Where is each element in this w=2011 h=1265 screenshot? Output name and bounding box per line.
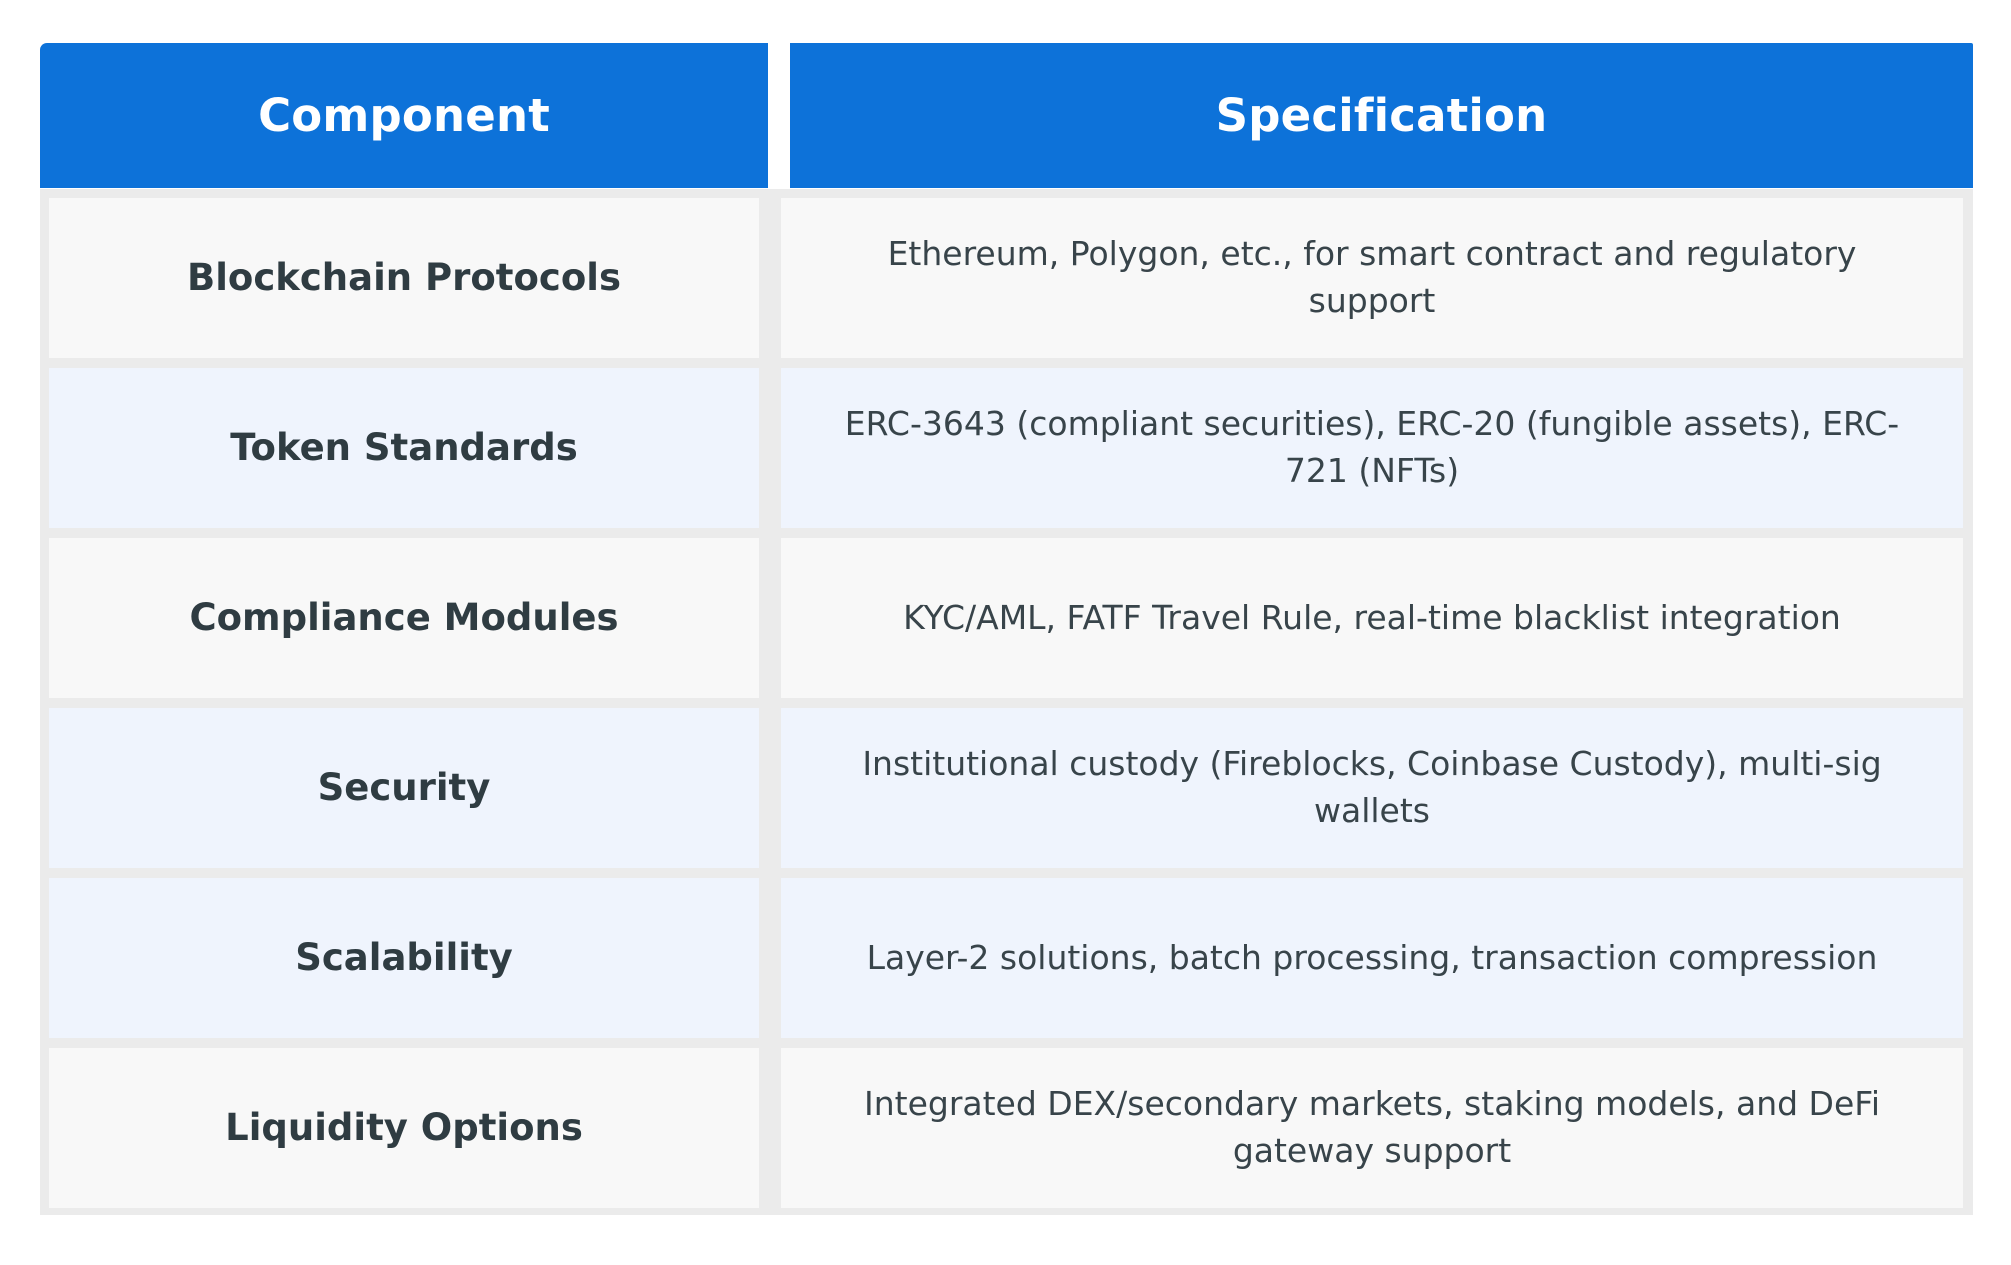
component-label: Blockchain Protocols (187, 255, 621, 299)
table-cell-component: Security (49, 708, 759, 868)
cell-divider (759, 708, 781, 868)
table-cell-specification: Ethereum, Polygon, etc., for smart contr… (781, 198, 1963, 358)
table-row: Scalability Layer-2 solutions, batch pro… (49, 878, 1964, 1038)
column-header-component-label: Component (258, 88, 550, 142)
table-cell-component: Blockchain Protocols (49, 198, 759, 358)
table-body: Blockchain Protocols Ethereum, Polygon, … (40, 189, 1973, 1215)
table-row: Blockchain Protocols Ethereum, Polygon, … (49, 198, 1964, 358)
column-header-specification: Specification (790, 43, 1973, 188)
component-label: Liquidity Options (225, 1105, 583, 1149)
specification-text: Layer-2 solutions, batch processing, tra… (866, 937, 1878, 977)
cell-divider (759, 538, 781, 698)
component-label: Scalability (295, 935, 513, 979)
table-cell-specification: Integrated DEX/secondary markets, stakin… (781, 1048, 1963, 1208)
table-cell-component: Compliance Modules (49, 538, 759, 698)
table-row: Compliance Modules KYC/AML, FATF Travel … (49, 538, 1964, 698)
cell-divider (759, 368, 781, 528)
table-cell-specification: Layer-2 solutions, batch processing, tra… (781, 878, 1963, 1038)
table-row: Liquidity Options Integrated DEX/seconda… (49, 1048, 1964, 1208)
specification-text: Ethereum, Polygon, etc., for smart contr… (887, 234, 1857, 320)
header-column-divider (768, 43, 790, 188)
column-header-component: Component (40, 43, 768, 188)
table-header-row: Component Specification (40, 43, 1973, 188)
table-cell-specification: Institutional custody (Fireblocks, Coinb… (781, 708, 1963, 868)
column-header-specification-label: Specification (1215, 88, 1548, 142)
specification-text: ERC-3643 (compliant securities), ERC-20 … (844, 404, 1900, 490)
table-cell-component: Scalability (49, 878, 759, 1038)
cell-divider (759, 1048, 781, 1208)
specification-text: Integrated DEX/secondary markets, stakin… (863, 1084, 1881, 1170)
cell-divider (759, 198, 781, 358)
table-cell-component: Liquidity Options (49, 1048, 759, 1208)
component-label: Token Standards (230, 425, 578, 469)
component-label: Compliance Modules (189, 595, 619, 639)
component-label: Security (317, 765, 491, 809)
table-cell-specification: KYC/AML, FATF Travel Rule, real-time bla… (781, 538, 1963, 698)
table-row: Token Standards ERC-3643 (compliant secu… (49, 368, 1964, 528)
specification-text: Institutional custody (Fireblocks, Coinb… (862, 744, 1882, 830)
cell-divider (759, 878, 781, 1038)
table-cell-specification: ERC-3643 (compliant securities), ERC-20 … (781, 368, 1963, 528)
specification-text: KYC/AML, FATF Travel Rule, real-time bla… (903, 597, 1841, 637)
table-row: Security Institutional custody (Firebloc… (49, 708, 1964, 868)
table-cell-component: Token Standards (49, 368, 759, 528)
